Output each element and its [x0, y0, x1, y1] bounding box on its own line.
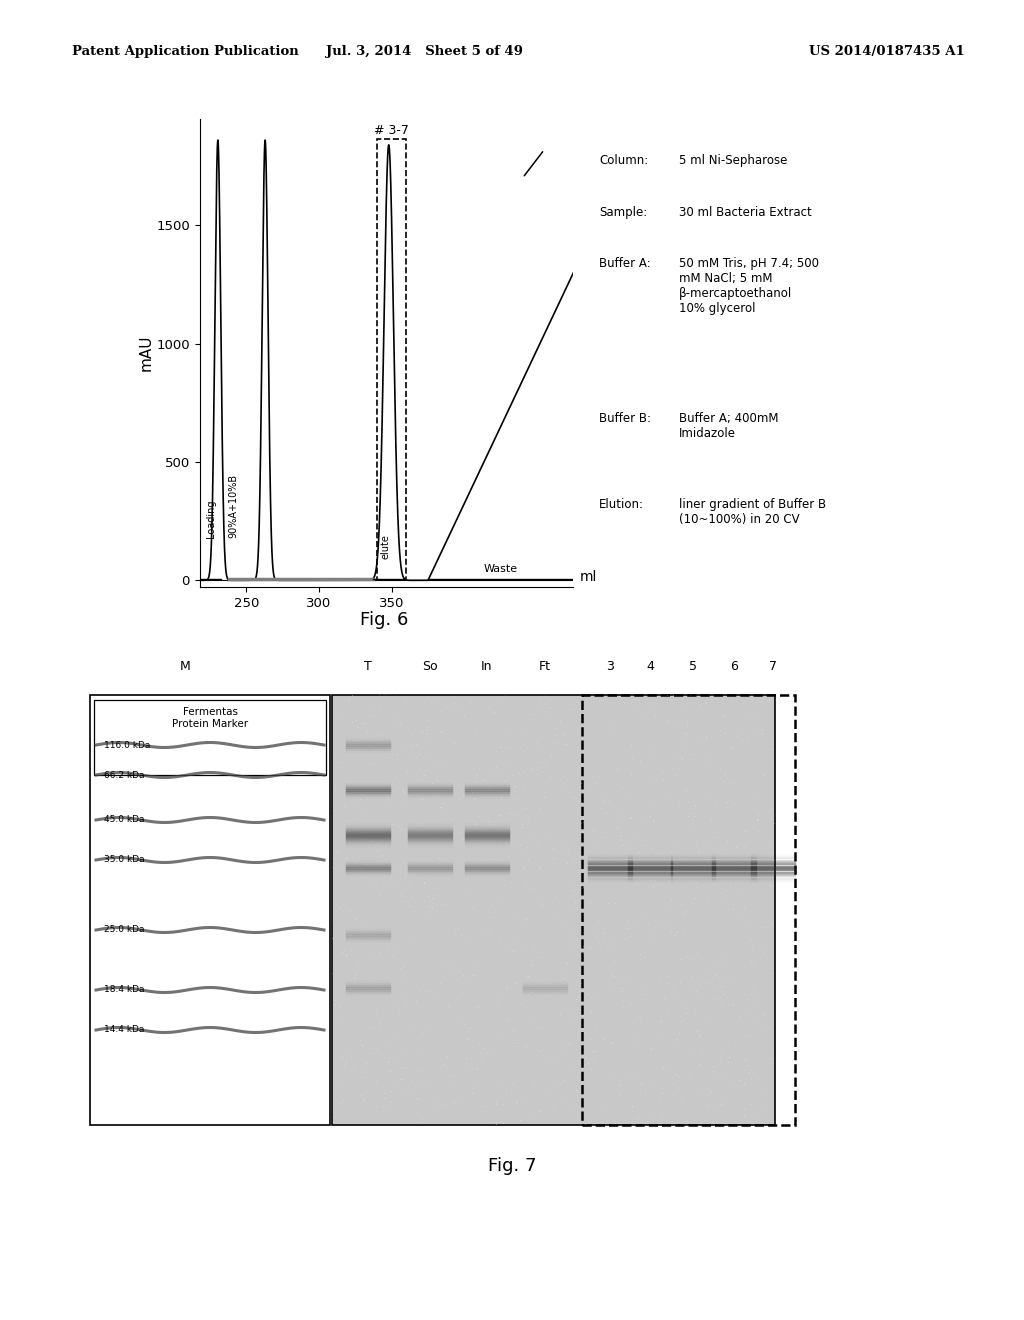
Text: 14.4 kDa: 14.4 kDa [104, 1026, 144, 1035]
Text: T: T [365, 660, 372, 673]
Text: Buffer B:: Buffer B: [599, 412, 651, 425]
Text: 35.0 kDa: 35.0 kDa [104, 855, 144, 865]
Text: 5: 5 [689, 660, 697, 673]
Bar [377, 139, 407, 581]
Text: 4: 4 [646, 660, 654, 673]
Text: Ft: Ft [539, 660, 551, 673]
Text: Column:: Column: [599, 154, 648, 168]
Text: 66.2 kDa: 66.2 kDa [104, 771, 144, 780]
Bar [582, 696, 795, 1125]
Text: In: In [481, 660, 493, 673]
Text: So: So [422, 660, 438, 673]
Text: elute: elute [381, 535, 391, 558]
Text: Buffer A; 400mM
Imidazole: Buffer A; 400mM Imidazole [679, 412, 778, 440]
Text: Loading: Loading [206, 499, 216, 537]
Text: US 2014/0187435 A1: US 2014/0187435 A1 [809, 45, 965, 58]
Text: ml: ml [580, 570, 597, 583]
Text: Fermentas
Protein Marker: Fermentas Protein Marker [172, 708, 248, 729]
Text: 116.0 kDa: 116.0 kDa [104, 741, 151, 750]
Text: 3: 3 [606, 660, 614, 673]
Bar [94, 700, 326, 775]
Text: Elution:: Elution: [599, 498, 644, 511]
Text: Fig. 6: Fig. 6 [359, 611, 409, 630]
Text: Waste: Waste [483, 564, 517, 574]
Text: 6: 6 [730, 660, 738, 673]
Text: 90%A+10%B: 90%A+10%B [228, 474, 239, 537]
Text: 25.0 kDa: 25.0 kDa [104, 925, 144, 935]
Text: Fig. 7: Fig. 7 [487, 1158, 537, 1175]
Text: 5 ml Ni-Sepharose: 5 ml Ni-Sepharose [679, 154, 787, 168]
Text: liner gradient of Buffer B
(10~100%) in 20 CV: liner gradient of Buffer B (10~100%) in … [679, 498, 826, 525]
Bar [332, 696, 775, 1125]
Text: 45.0 kDa: 45.0 kDa [104, 816, 144, 825]
Text: Patent Application Publication: Patent Application Publication [72, 45, 298, 58]
Text: 7: 7 [769, 660, 777, 673]
Y-axis label: mAU: mAU [138, 335, 154, 371]
Text: Buffer A:: Buffer A: [599, 257, 650, 271]
Bar [90, 696, 330, 1125]
Text: Sample:: Sample: [599, 206, 647, 219]
Text: 50 mM Tris, pH 7.4; 500
mM NaCl; 5 mM
β-mercaptoethanol
10% glycerol: 50 mM Tris, pH 7.4; 500 mM NaCl; 5 mM β-… [679, 257, 819, 315]
Text: Jul. 3, 2014   Sheet 5 of 49: Jul. 3, 2014 Sheet 5 of 49 [327, 45, 523, 58]
Text: M: M [179, 660, 190, 673]
Text: # 3-7: # 3-7 [374, 124, 409, 136]
Text: 30 ml Bacteria Extract: 30 ml Bacteria Extract [679, 206, 812, 219]
Text: 18.4 kDa: 18.4 kDa [104, 986, 144, 994]
